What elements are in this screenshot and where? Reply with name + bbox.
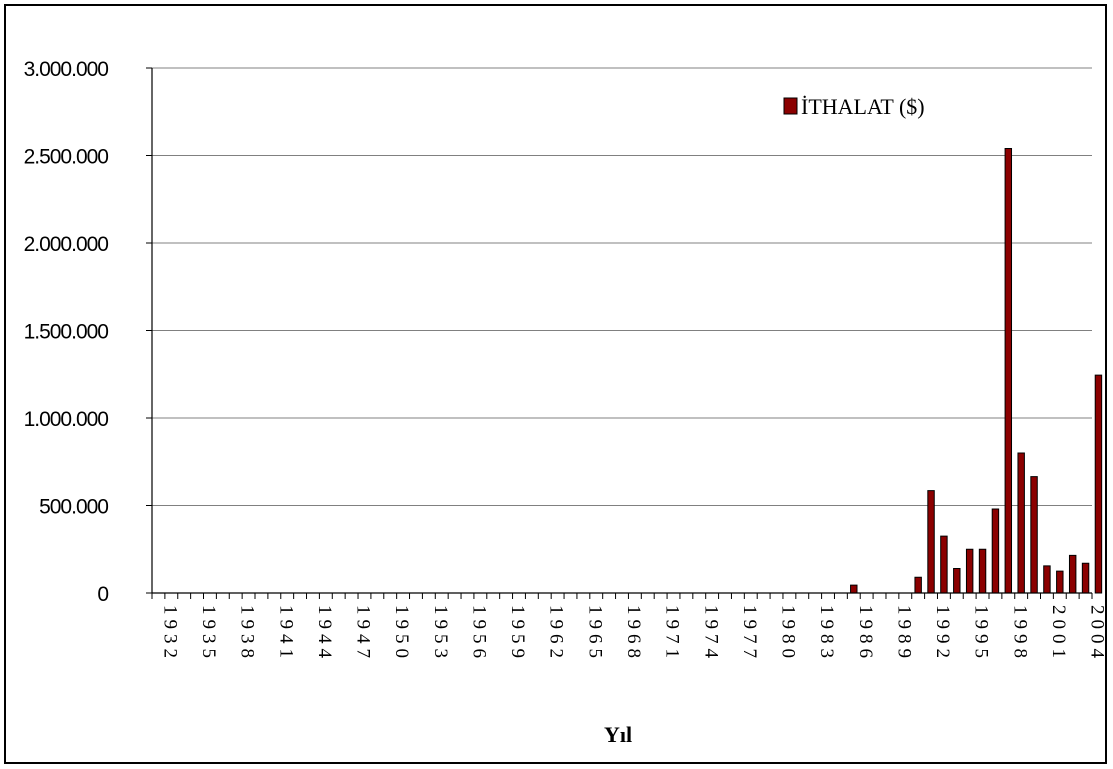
x-tick-label: 1947	[353, 605, 374, 663]
bar-1991	[914, 576, 922, 594]
legend-label: İTHALAT ($)	[801, 94, 925, 119]
bar-1986	[850, 584, 858, 594]
bars	[850, 148, 1103, 594]
bar-1997	[991, 508, 1000, 594]
axes	[151, 68, 1093, 599]
gridlines	[146, 67, 1092, 594]
y-tick-label: 2.000.000	[24, 233, 109, 256]
x-tick-label: 1950	[391, 605, 412, 663]
bar-2003	[1068, 554, 1077, 594]
x-tick-label: 1986	[855, 605, 876, 663]
x-tick-label: 1968	[623, 605, 644, 663]
x-tick-label: 1932	[159, 605, 180, 663]
x-tick-labels: 1932 1935 1938 1941 1944 1947 1950 1953 1956 1959…	[159, 605, 1107, 663]
x-tick-label: 1938	[237, 605, 258, 663]
bar-1998	[1004, 148, 1013, 594]
legend: İTHALAT ($)	[783, 94, 925, 119]
y-tick-label: 1.000.000	[24, 408, 109, 431]
x-tick-label: 1977	[739, 605, 760, 663]
bar-chart: 0 500.000 1.000.000 1.500.000 2.000.000 2.500…	[24, 58, 1108, 747]
bar-2000	[1030, 476, 1038, 594]
bar-1993	[940, 535, 948, 594]
x-tick-label: 1998	[1009, 605, 1030, 663]
y-tick-label: 500.000	[39, 496, 108, 519]
chart-frame: 0 500.000 1.000.000 1.500.000 2.000.000 2.500…	[4, 4, 1108, 764]
x-tick-label: 1956	[468, 605, 489, 663]
x-tick-label: 2004	[1087, 605, 1108, 663]
x-tick-label: 2001	[1048, 605, 1069, 663]
bar-1995	[965, 548, 974, 594]
x-tick-label: 1983	[816, 605, 837, 663]
x-tick-label: 1962	[546, 605, 567, 663]
x-tick-label: 1992	[932, 605, 953, 663]
y-tick-label: 0	[97, 583, 108, 606]
x-tick-label: 1965	[584, 605, 605, 663]
bar-1994	[953, 568, 961, 594]
x-tick-label: 1953	[430, 605, 451, 663]
bar-1999	[1017, 452, 1025, 594]
x-tick-label: 1980	[778, 605, 799, 663]
x-axis-label: Yıl	[604, 722, 632, 747]
x-tick-label: 1971	[662, 605, 683, 663]
x-tick-label: 1959	[507, 605, 528, 663]
bar-2001	[1043, 565, 1051, 594]
legend-swatch	[783, 97, 798, 115]
y-tick-label: 2.500.000	[24, 146, 109, 169]
x-tick-label: 1944	[314, 605, 335, 663]
y-tick-labels: 0 500.000 1.000.000 1.500.000 2.000.000 2.500…	[24, 58, 110, 606]
x-tick-label: 1935	[198, 605, 219, 663]
x-tick-label: 1995	[971, 605, 992, 663]
bar-1996	[978, 548, 987, 594]
bar-undefined	[1094, 374, 1103, 594]
x-tick-label: 1941	[275, 605, 296, 663]
x-tick-label: 1974	[700, 605, 721, 663]
bar-1992	[927, 490, 935, 594]
bar-2002	[1056, 570, 1064, 594]
bar-2004	[1081, 562, 1090, 594]
x-tick-label: 1989	[893, 605, 914, 663]
y-tick-label: 3.000.000	[24, 58, 109, 81]
y-tick-label: 1.500.000	[24, 321, 109, 344]
